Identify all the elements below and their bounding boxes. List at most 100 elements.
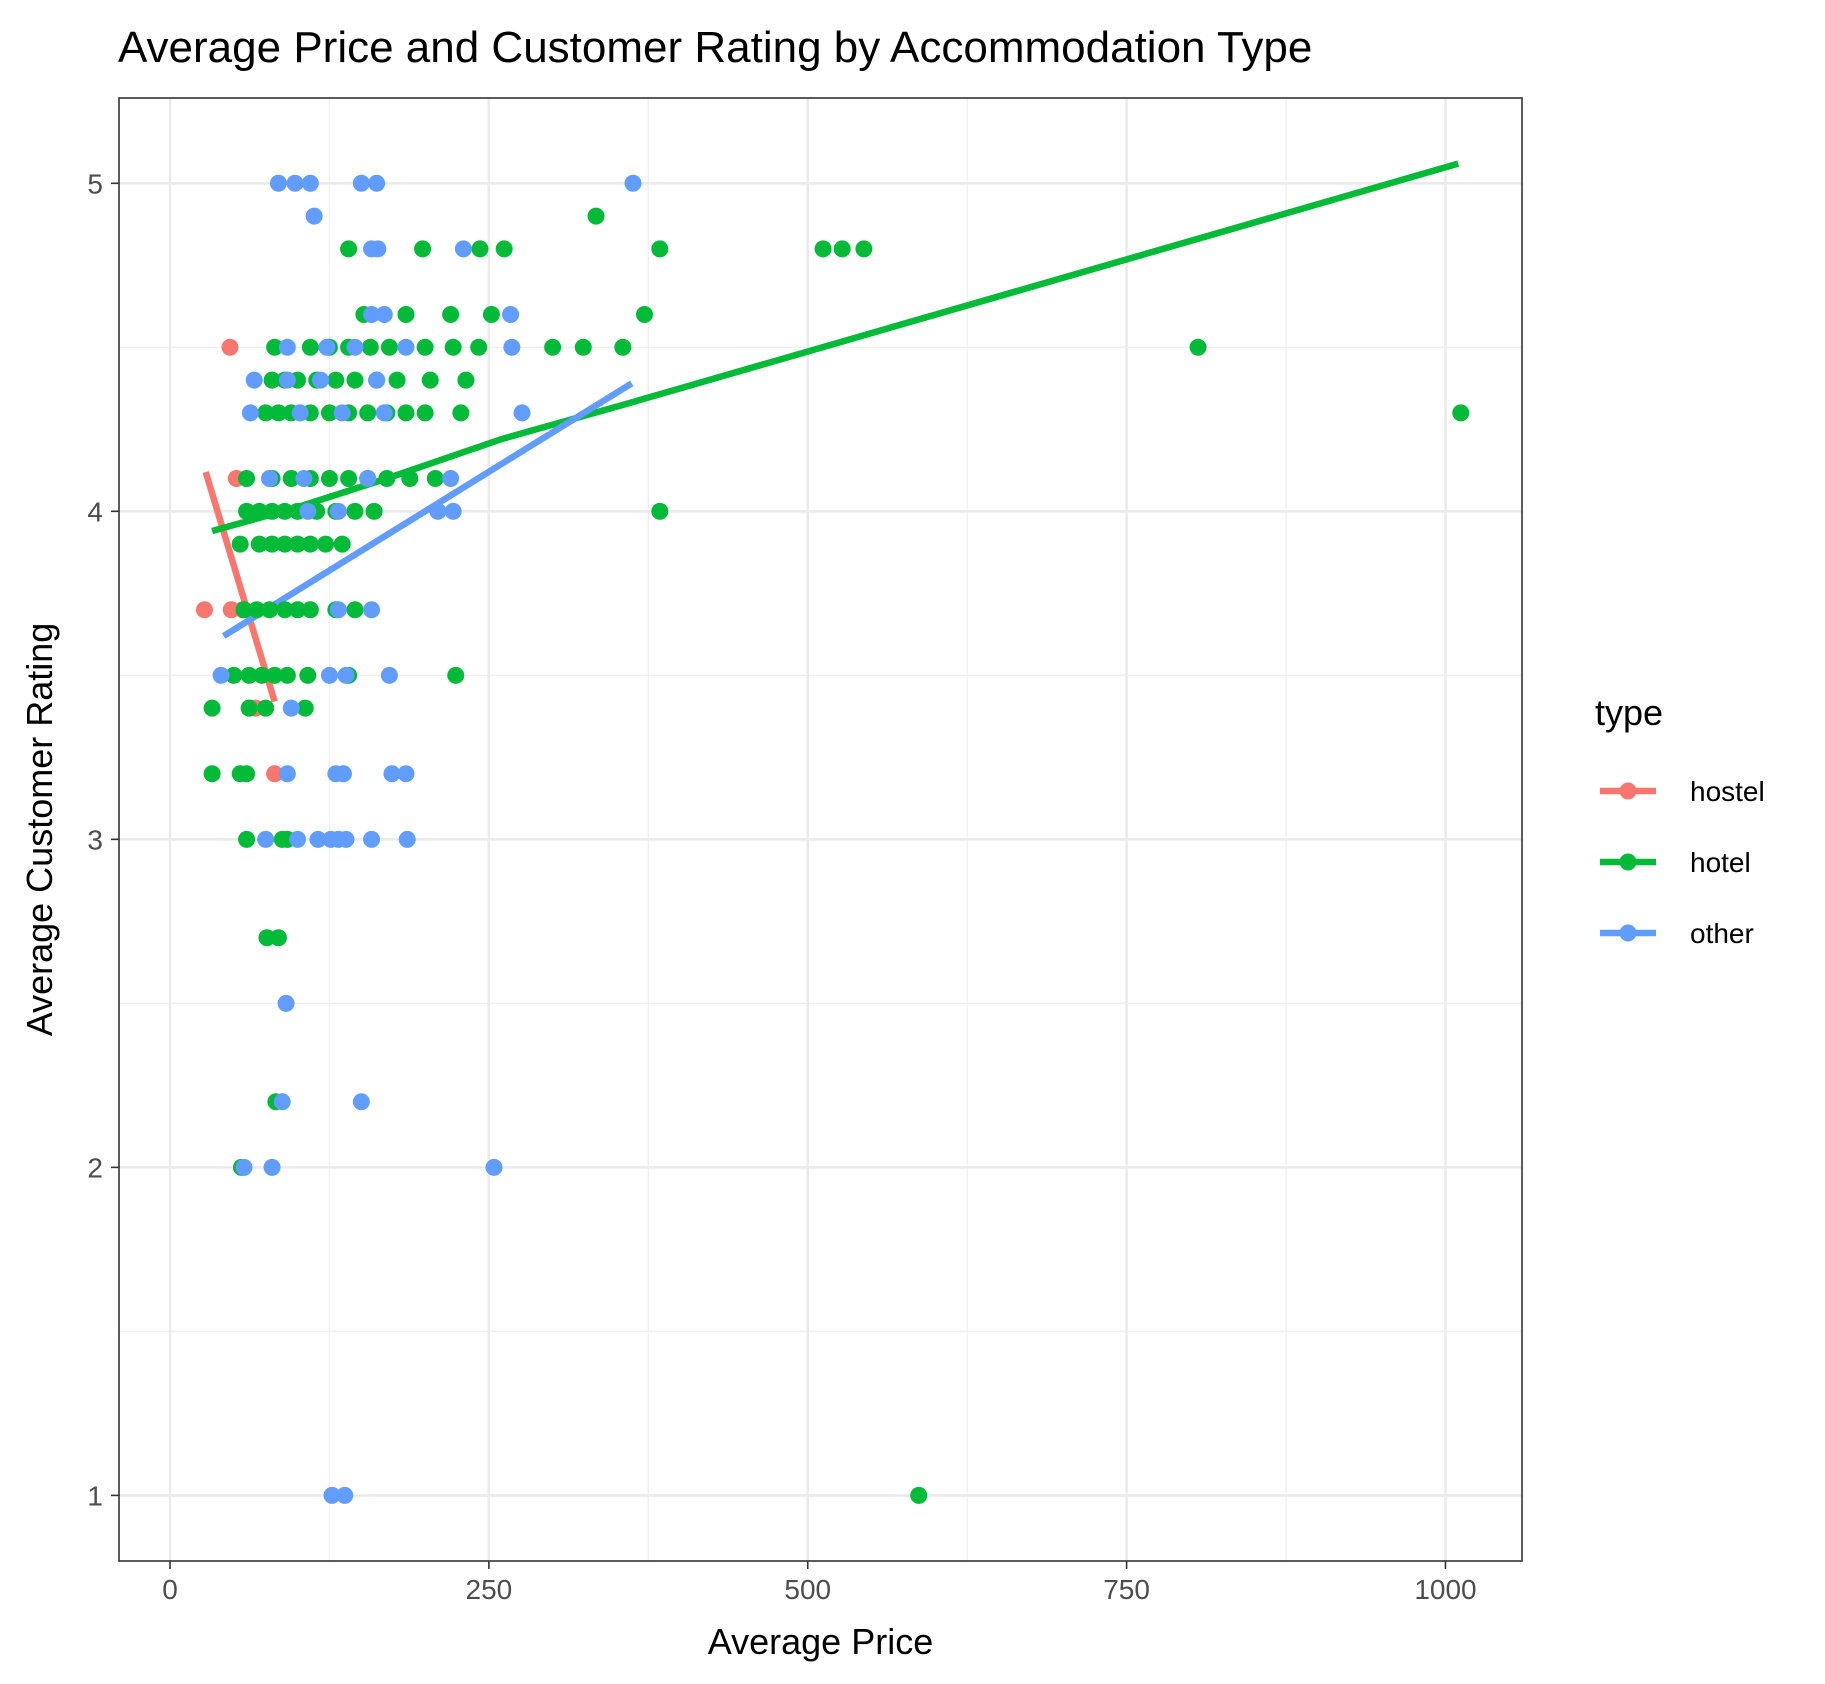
other-point bbox=[245, 371, 263, 389]
hotel-point bbox=[457, 371, 475, 389]
other-point bbox=[312, 371, 330, 389]
x-tick-label: 0 bbox=[162, 1574, 178, 1605]
x-tick-label: 500 bbox=[784, 1574, 831, 1605]
hotel-point bbox=[397, 305, 415, 323]
hotel-point bbox=[269, 929, 287, 947]
hotel-point bbox=[378, 470, 396, 488]
other-point bbox=[454, 240, 472, 258]
other-point bbox=[368, 371, 386, 389]
hotel-legend-key-point bbox=[1619, 853, 1637, 871]
other-point bbox=[241, 404, 259, 422]
hotel-point bbox=[346, 371, 364, 389]
hotel-point bbox=[266, 338, 284, 356]
other-point bbox=[269, 174, 287, 192]
other-point bbox=[278, 338, 296, 356]
other-point bbox=[397, 765, 415, 783]
other-point bbox=[309, 830, 327, 848]
hotel-point bbox=[442, 305, 460, 323]
hotel-point bbox=[289, 601, 307, 619]
hotel-point bbox=[231, 535, 249, 553]
data-points bbox=[195, 174, 1470, 1504]
other-point bbox=[336, 1486, 354, 1504]
hotel-point bbox=[587, 207, 605, 225]
hotel-point bbox=[416, 338, 434, 356]
hotel-point bbox=[240, 666, 258, 684]
hotel-point bbox=[301, 338, 319, 356]
other-point bbox=[363, 305, 381, 323]
hotel-point bbox=[276, 601, 294, 619]
hotel-point bbox=[257, 699, 275, 717]
hotel-point bbox=[238, 470, 256, 488]
hotel-point bbox=[276, 502, 294, 520]
other-legend-key-point bbox=[1619, 924, 1637, 942]
hotel-point bbox=[320, 470, 338, 488]
hotel-point bbox=[317, 535, 335, 553]
other-point bbox=[333, 404, 351, 422]
hotel-point bbox=[203, 699, 221, 717]
hotel-point bbox=[361, 338, 379, 356]
other-point bbox=[257, 830, 275, 848]
hotel-point bbox=[471, 240, 489, 258]
hotel-point bbox=[240, 699, 258, 717]
hotel-point bbox=[482, 305, 500, 323]
hotel-point bbox=[276, 535, 294, 553]
hotel-point bbox=[263, 371, 281, 389]
other-point bbox=[291, 404, 309, 422]
other-point bbox=[212, 666, 230, 684]
other-point bbox=[444, 502, 462, 520]
hotel-point bbox=[447, 666, 465, 684]
other-point bbox=[337, 830, 355, 848]
hotel-point bbox=[1189, 338, 1207, 356]
x-tick-label: 1000 bbox=[1414, 1574, 1476, 1605]
hotel-point bbox=[250, 535, 268, 553]
hotel-point bbox=[340, 240, 358, 258]
other-point bbox=[273, 1093, 291, 1111]
other-point bbox=[375, 404, 393, 422]
other-point bbox=[278, 765, 296, 783]
other-point bbox=[235, 1158, 253, 1176]
other-point bbox=[286, 174, 304, 192]
other-point bbox=[359, 470, 377, 488]
hotel-point bbox=[651, 240, 669, 258]
y-tick-label: 4 bbox=[87, 496, 103, 527]
hotel-point bbox=[238, 502, 256, 520]
hotel-point bbox=[301, 535, 319, 553]
plot-panel-border bbox=[118, 97, 1523, 1562]
hotel-point bbox=[414, 240, 432, 258]
hotel-point bbox=[340, 470, 358, 488]
hotel-point bbox=[416, 404, 434, 422]
hotel-point bbox=[635, 305, 653, 323]
hotel-point bbox=[444, 338, 462, 356]
hotel-point bbox=[651, 502, 669, 520]
hotel-point bbox=[238, 830, 256, 848]
other-point bbox=[282, 699, 300, 717]
y-tick-label: 1 bbox=[87, 1480, 103, 1511]
y-tick-label: 5 bbox=[87, 168, 103, 199]
other-point bbox=[305, 207, 323, 225]
other-point bbox=[301, 174, 319, 192]
other-point bbox=[278, 371, 296, 389]
hotel-point bbox=[278, 666, 296, 684]
hotel-point bbox=[346, 601, 364, 619]
hotel-point bbox=[855, 240, 873, 258]
other-point bbox=[334, 765, 352, 783]
other-point bbox=[375, 305, 393, 323]
other-point bbox=[363, 830, 381, 848]
other-point bbox=[442, 470, 460, 488]
hotel-point bbox=[235, 601, 253, 619]
other-point bbox=[513, 404, 531, 422]
other-point bbox=[329, 502, 347, 520]
other-point bbox=[320, 666, 338, 684]
y-tick-label: 3 bbox=[87, 824, 103, 855]
chart-title: Average Price and Customer Rating by Acc… bbox=[118, 23, 1312, 72]
other-point bbox=[503, 338, 521, 356]
hotel-point bbox=[299, 666, 317, 684]
other-point bbox=[383, 765, 401, 783]
hostel-point bbox=[266, 765, 284, 783]
hotel-point bbox=[248, 601, 266, 619]
hotel-point bbox=[263, 535, 281, 553]
other-point bbox=[624, 174, 642, 192]
other-point bbox=[346, 338, 364, 356]
other-point bbox=[277, 994, 295, 1012]
